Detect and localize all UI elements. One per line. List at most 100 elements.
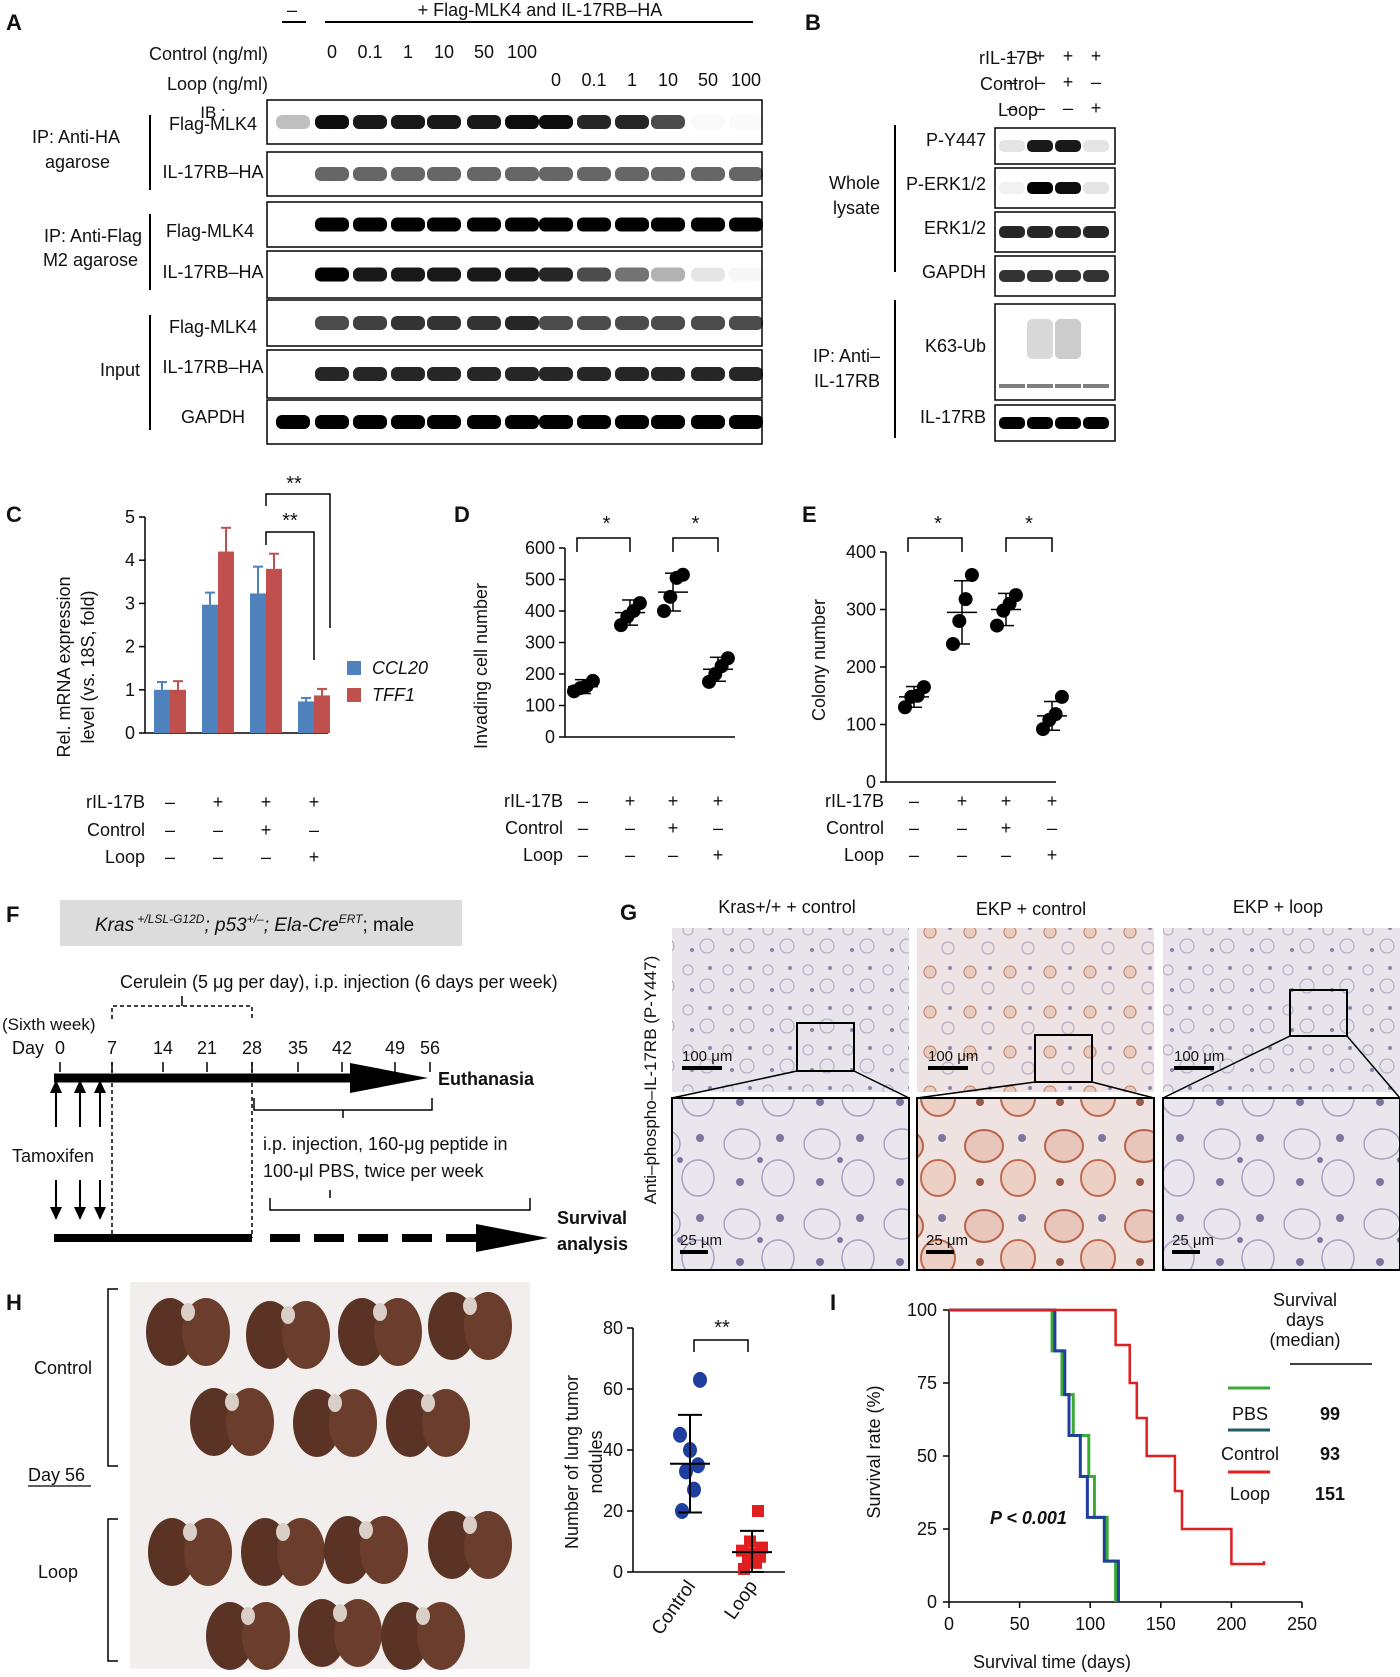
e-point-2-0 bbox=[990, 618, 1004, 633]
panel-d: D Invading cell number 0 100 200 300 400 500 6… bbox=[454, 502, 735, 865]
timeline-arrowhead bbox=[350, 1063, 428, 1093]
band-a-6-3 bbox=[391, 415, 425, 429]
c-sign-0-3: + bbox=[309, 792, 320, 812]
band-a-0-7 bbox=[539, 115, 573, 129]
c-sign-2-3: + bbox=[309, 847, 320, 867]
d-sign-0-0: – bbox=[578, 791, 588, 811]
h-yticklabel-3: 60 bbox=[603, 1379, 623, 1399]
band-a-3-11 bbox=[691, 267, 725, 282]
c-bar-CCL20-0 bbox=[154, 689, 170, 733]
band-b-lower-0 bbox=[999, 384, 1025, 388]
control-dose-0: 0 bbox=[327, 42, 337, 62]
injection-line1: i.p. injection, 160-μg peptide in bbox=[263, 1134, 508, 1154]
dose-labels: 0 0.1 1 10 50 100 0 0.1 1 10 50 100 bbox=[327, 42, 761, 90]
band-a-6-4 bbox=[427, 415, 461, 429]
d-yticklabel-6: 600 bbox=[525, 538, 555, 558]
i-header-line1: Survival bbox=[1273, 1290, 1337, 1310]
d-row-0: rIL-17B bbox=[504, 791, 563, 811]
band-a-3-1 bbox=[315, 267, 349, 282]
band-a-5-2 bbox=[353, 367, 387, 381]
i-yticklabel-3: 75 bbox=[917, 1373, 937, 1393]
band-a-4-6 bbox=[505, 316, 539, 330]
trachea-7 bbox=[183, 1523, 197, 1541]
sixth-week-label: (Sixth week) bbox=[2, 1015, 96, 1034]
c-ylabel-line1: Rel. mRNA expression bbox=[54, 576, 74, 757]
band-a-1-8 bbox=[577, 167, 611, 181]
e-sign-1-0: – bbox=[909, 818, 919, 838]
band-a-4-7 bbox=[539, 316, 573, 330]
d-yticklabel-0: 0 bbox=[545, 727, 555, 747]
band-a-5-7 bbox=[539, 367, 573, 381]
survival-arrowhead bbox=[476, 1224, 548, 1252]
e-yticklabel-0: 0 bbox=[866, 772, 876, 792]
h-point-1-6 bbox=[756, 1541, 768, 1554]
e-sign-2-0: – bbox=[909, 845, 919, 865]
d-point-1-3 bbox=[632, 596, 647, 611]
d-sign-0-3: + bbox=[713, 791, 724, 811]
h-point-0-3 bbox=[691, 1457, 705, 1474]
band-a-2-4 bbox=[427, 217, 461, 232]
i-xticklabel-1: 50 bbox=[1010, 1614, 1030, 1634]
b-sign-2-1: – bbox=[1035, 98, 1045, 118]
h-point-0-6 bbox=[693, 1371, 707, 1388]
band-a-2-9 bbox=[615, 217, 649, 232]
band-a-3-4 bbox=[427, 267, 461, 282]
h-ylabel-line2: nodules bbox=[586, 1430, 606, 1493]
injection-line2: 100-μl PBS, twice per week bbox=[263, 1161, 484, 1181]
chart-h: 0 20 40 60 80 ** Control Loop bbox=[603, 1317, 785, 1639]
c-yticklabel-5: 5 bbox=[125, 507, 135, 527]
band-a-3-9 bbox=[615, 267, 649, 282]
tamoxifen-label: Tamoxifen bbox=[12, 1146, 94, 1166]
day-28: 28 bbox=[242, 1038, 262, 1058]
band-a-2-7 bbox=[539, 217, 573, 232]
band-a-1-2 bbox=[353, 167, 387, 181]
loop-dose-0: 0 bbox=[551, 70, 561, 90]
e-row-2: Loop bbox=[844, 845, 884, 865]
band-a-0-5 bbox=[467, 115, 501, 129]
band-a-0-11 bbox=[691, 115, 725, 129]
day-14: 14 bbox=[153, 1038, 173, 1058]
cerulein-label: Cerulein (5 μg per day), i.p. injection … bbox=[120, 972, 558, 992]
e-point-3-2 bbox=[1048, 707, 1063, 722]
trachea-2 bbox=[373, 1303, 387, 1321]
band-a-5-5 bbox=[467, 367, 501, 381]
scale-100um-1: 100 μm bbox=[682, 1048, 732, 1065]
band-b-2-1 bbox=[1027, 226, 1053, 238]
g-title-1: Kras+/+ + control bbox=[718, 897, 856, 917]
i-xticklabel-3: 150 bbox=[1146, 1614, 1176, 1634]
trachea-3 bbox=[463, 1297, 477, 1315]
e-sign-1-3: – bbox=[1047, 818, 1057, 838]
d-sign-2-3: + bbox=[713, 845, 724, 865]
e-point-0-3 bbox=[916, 680, 931, 695]
panel-f: F Kras +/LSL-G12D; p53+/–; Ela-CreERT; m… bbox=[2, 900, 628, 1254]
band-a-1-5 bbox=[467, 167, 501, 181]
legend-control: Control bbox=[1221, 1444, 1279, 1464]
median-loop: 151 bbox=[1315, 1484, 1345, 1504]
ihc-image-ekp-loop-high bbox=[1162, 1097, 1400, 1271]
c-row-1: Control bbox=[87, 820, 145, 840]
d-sign-1-3: – bbox=[713, 818, 723, 838]
e-point-2-3 bbox=[1008, 588, 1023, 603]
panel-letter-d: D bbox=[454, 502, 470, 527]
e-row-0: rIL-17B bbox=[825, 791, 884, 811]
band-a-4-5 bbox=[467, 316, 501, 330]
panel-i: I Survival rate (%) Survival time (days)… bbox=[830, 1290, 1372, 1672]
band-a-6-11 bbox=[691, 415, 725, 429]
band-b-0-3 bbox=[1083, 140, 1109, 152]
i-xlabel: Survival time (days) bbox=[973, 1652, 1131, 1672]
band-a-5-3 bbox=[391, 367, 425, 381]
trachea-5 bbox=[328, 1394, 342, 1412]
band-a-0-3 bbox=[391, 115, 425, 129]
band-a-2-10 bbox=[651, 217, 685, 232]
panel-b: B rIL-17B– + + +Control– – + –Loop– – – + P-Y447P… bbox=[805, 10, 1116, 442]
c-bar-TFF1-3 bbox=[314, 695, 330, 733]
c-sign-1-3: – bbox=[309, 820, 319, 840]
band-a-2-2 bbox=[353, 217, 387, 232]
band-b-5-1 bbox=[1027, 417, 1053, 429]
blot-b-label-0: P-Y447 bbox=[926, 130, 986, 150]
ihc-image-kras-control-high bbox=[671, 1097, 910, 1271]
band-a-6-9 bbox=[615, 415, 649, 429]
c-sign-1-0: – bbox=[165, 820, 175, 840]
header-minus: – bbox=[287, 0, 297, 20]
